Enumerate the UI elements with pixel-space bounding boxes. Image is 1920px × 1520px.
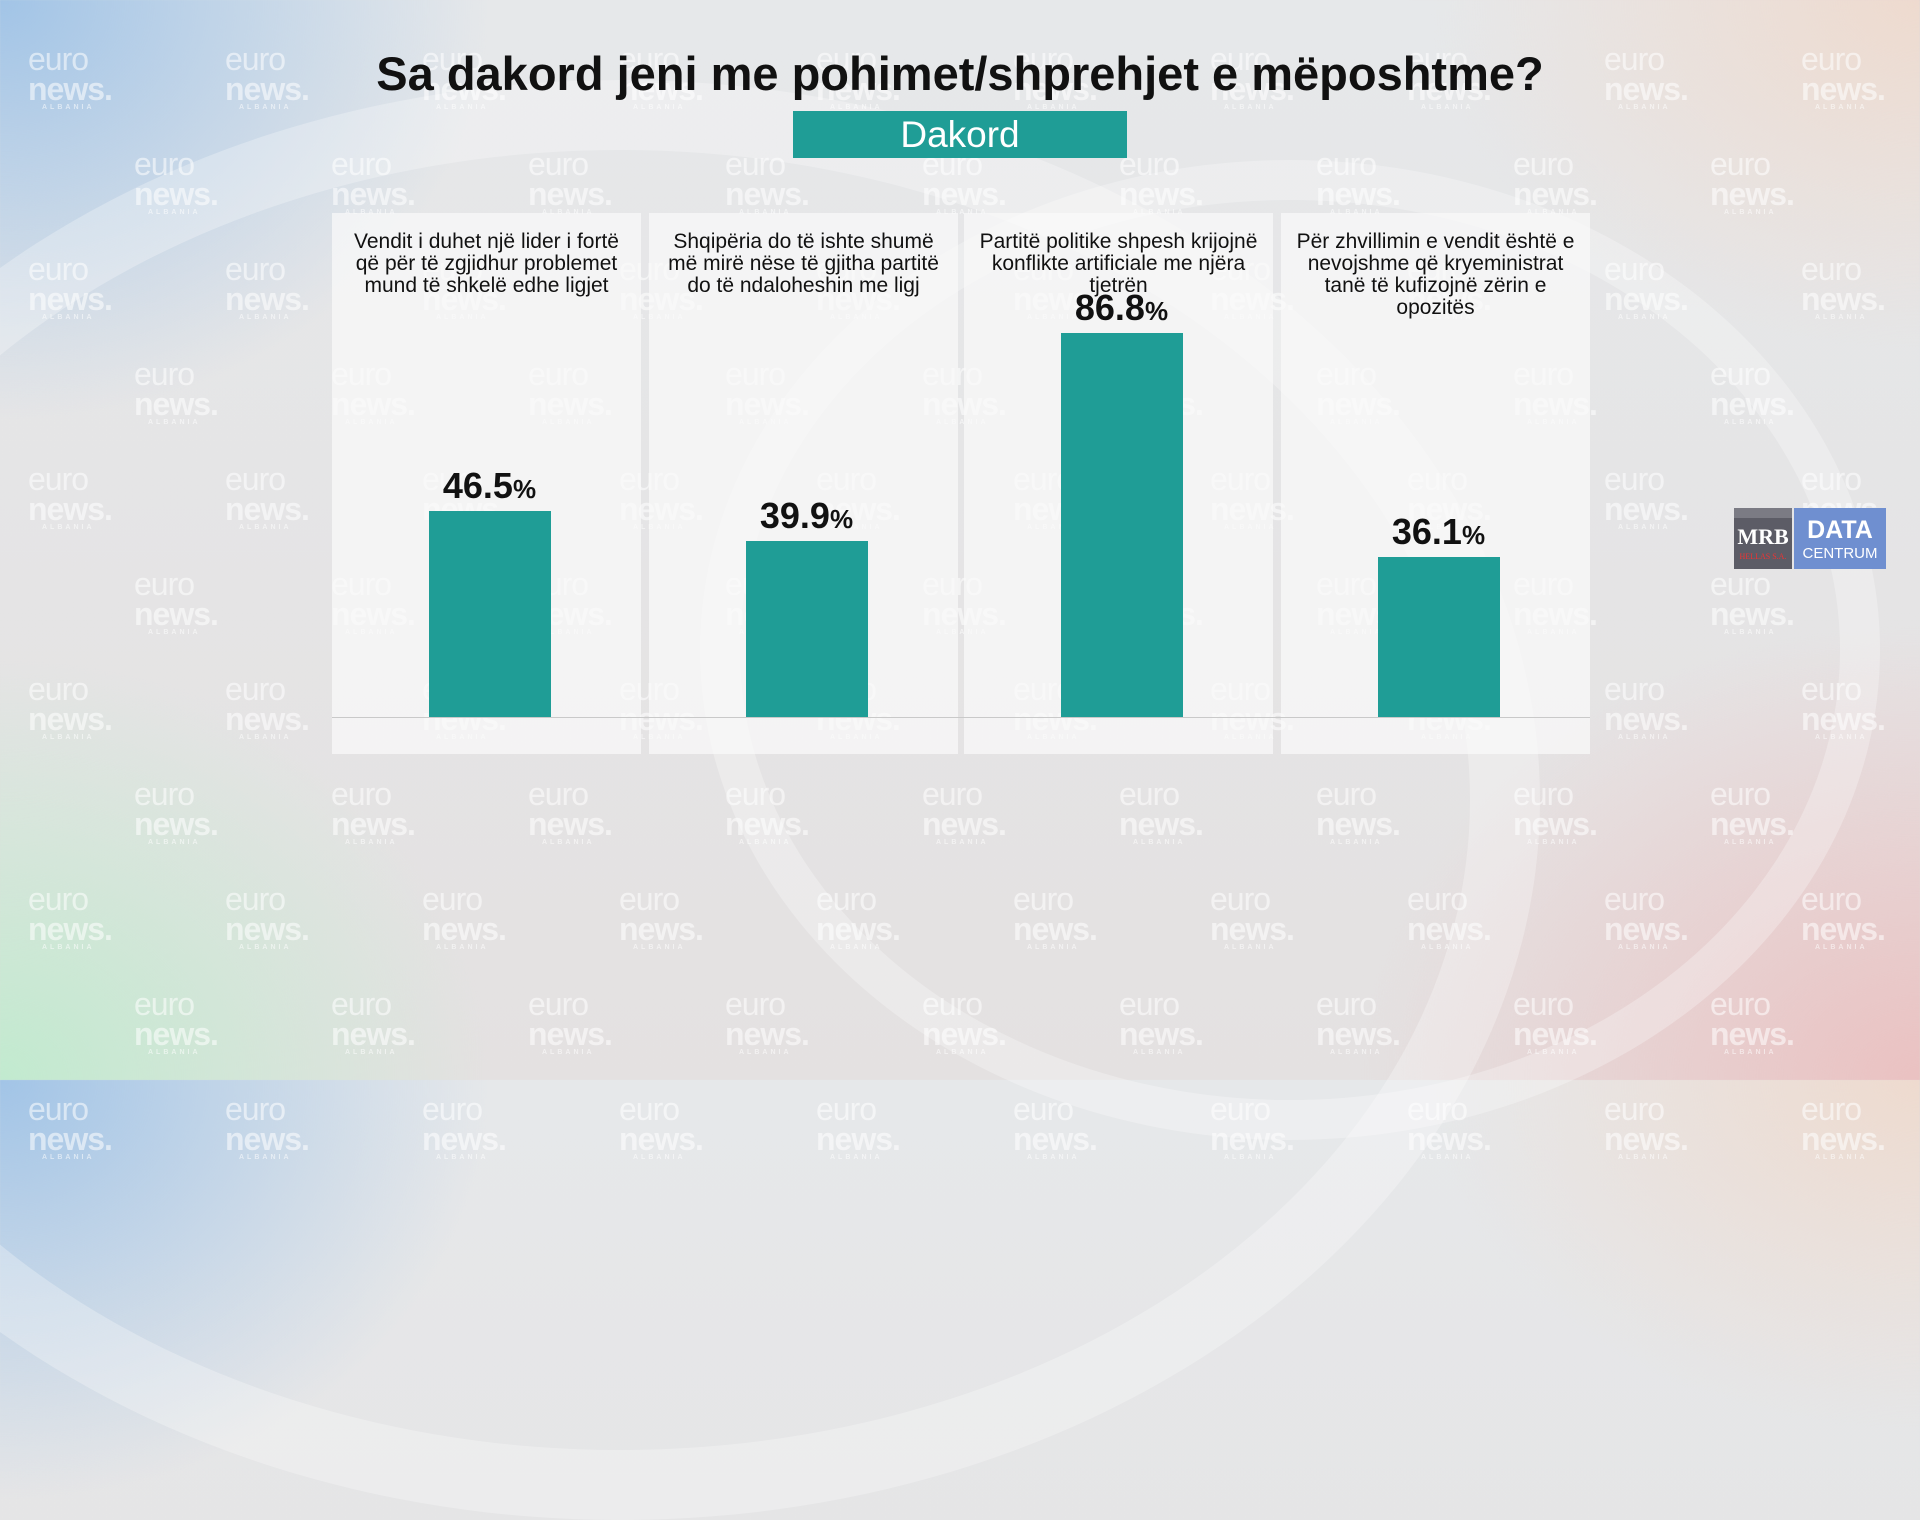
bar-value-label: 46.5% — [442, 465, 537, 507]
bar — [428, 511, 551, 717]
bar — [1060, 333, 1183, 717]
bar — [745, 540, 868, 717]
category-label: Vendit i duhet një lider i fortë që për … — [353, 230, 619, 297]
datacentrum-logo-text: DATA — [1807, 516, 1873, 544]
datacentrum-logo-subtext: CENTRUM — [1802, 545, 1878, 562]
mrb-logo-subtext: HELLAS S.A. — [1739, 552, 1787, 561]
datacentrum-logo: DATA CENTRUM — [1794, 508, 1886, 569]
bar — [1377, 557, 1500, 717]
mrb-logo: MRB HELLAS S.A. — [1734, 508, 1792, 569]
chart-baseline — [332, 717, 1590, 718]
bar-value-label: 39.9% — [759, 494, 854, 536]
chart-title: Sa dakord jeni me pohimet/shprehjet e më… — [376, 47, 1544, 100]
bar-chart: Vendit i duhet një lider i fortë që për … — [332, 230, 1590, 718]
category-label: Shqipëria do të ishte shumë më mirë nëse… — [668, 230, 939, 297]
mrb-logo-text: MRB — [1737, 524, 1789, 549]
mrb-datacentrum-logo: MRB HELLAS S.A. DATA CENTRUM — [1734, 508, 1886, 569]
bar-value-label: 86.8% — [1074, 287, 1169, 329]
legend-dakord: Dakord — [793, 111, 1127, 158]
bar-value-label: 36.1% — [1391, 511, 1486, 553]
category-label: Për zhvillimin e vendit është e nevojshm… — [1296, 230, 1575, 319]
category-label: Partitë politike shpesh krijojnë konflik… — [979, 230, 1258, 297]
